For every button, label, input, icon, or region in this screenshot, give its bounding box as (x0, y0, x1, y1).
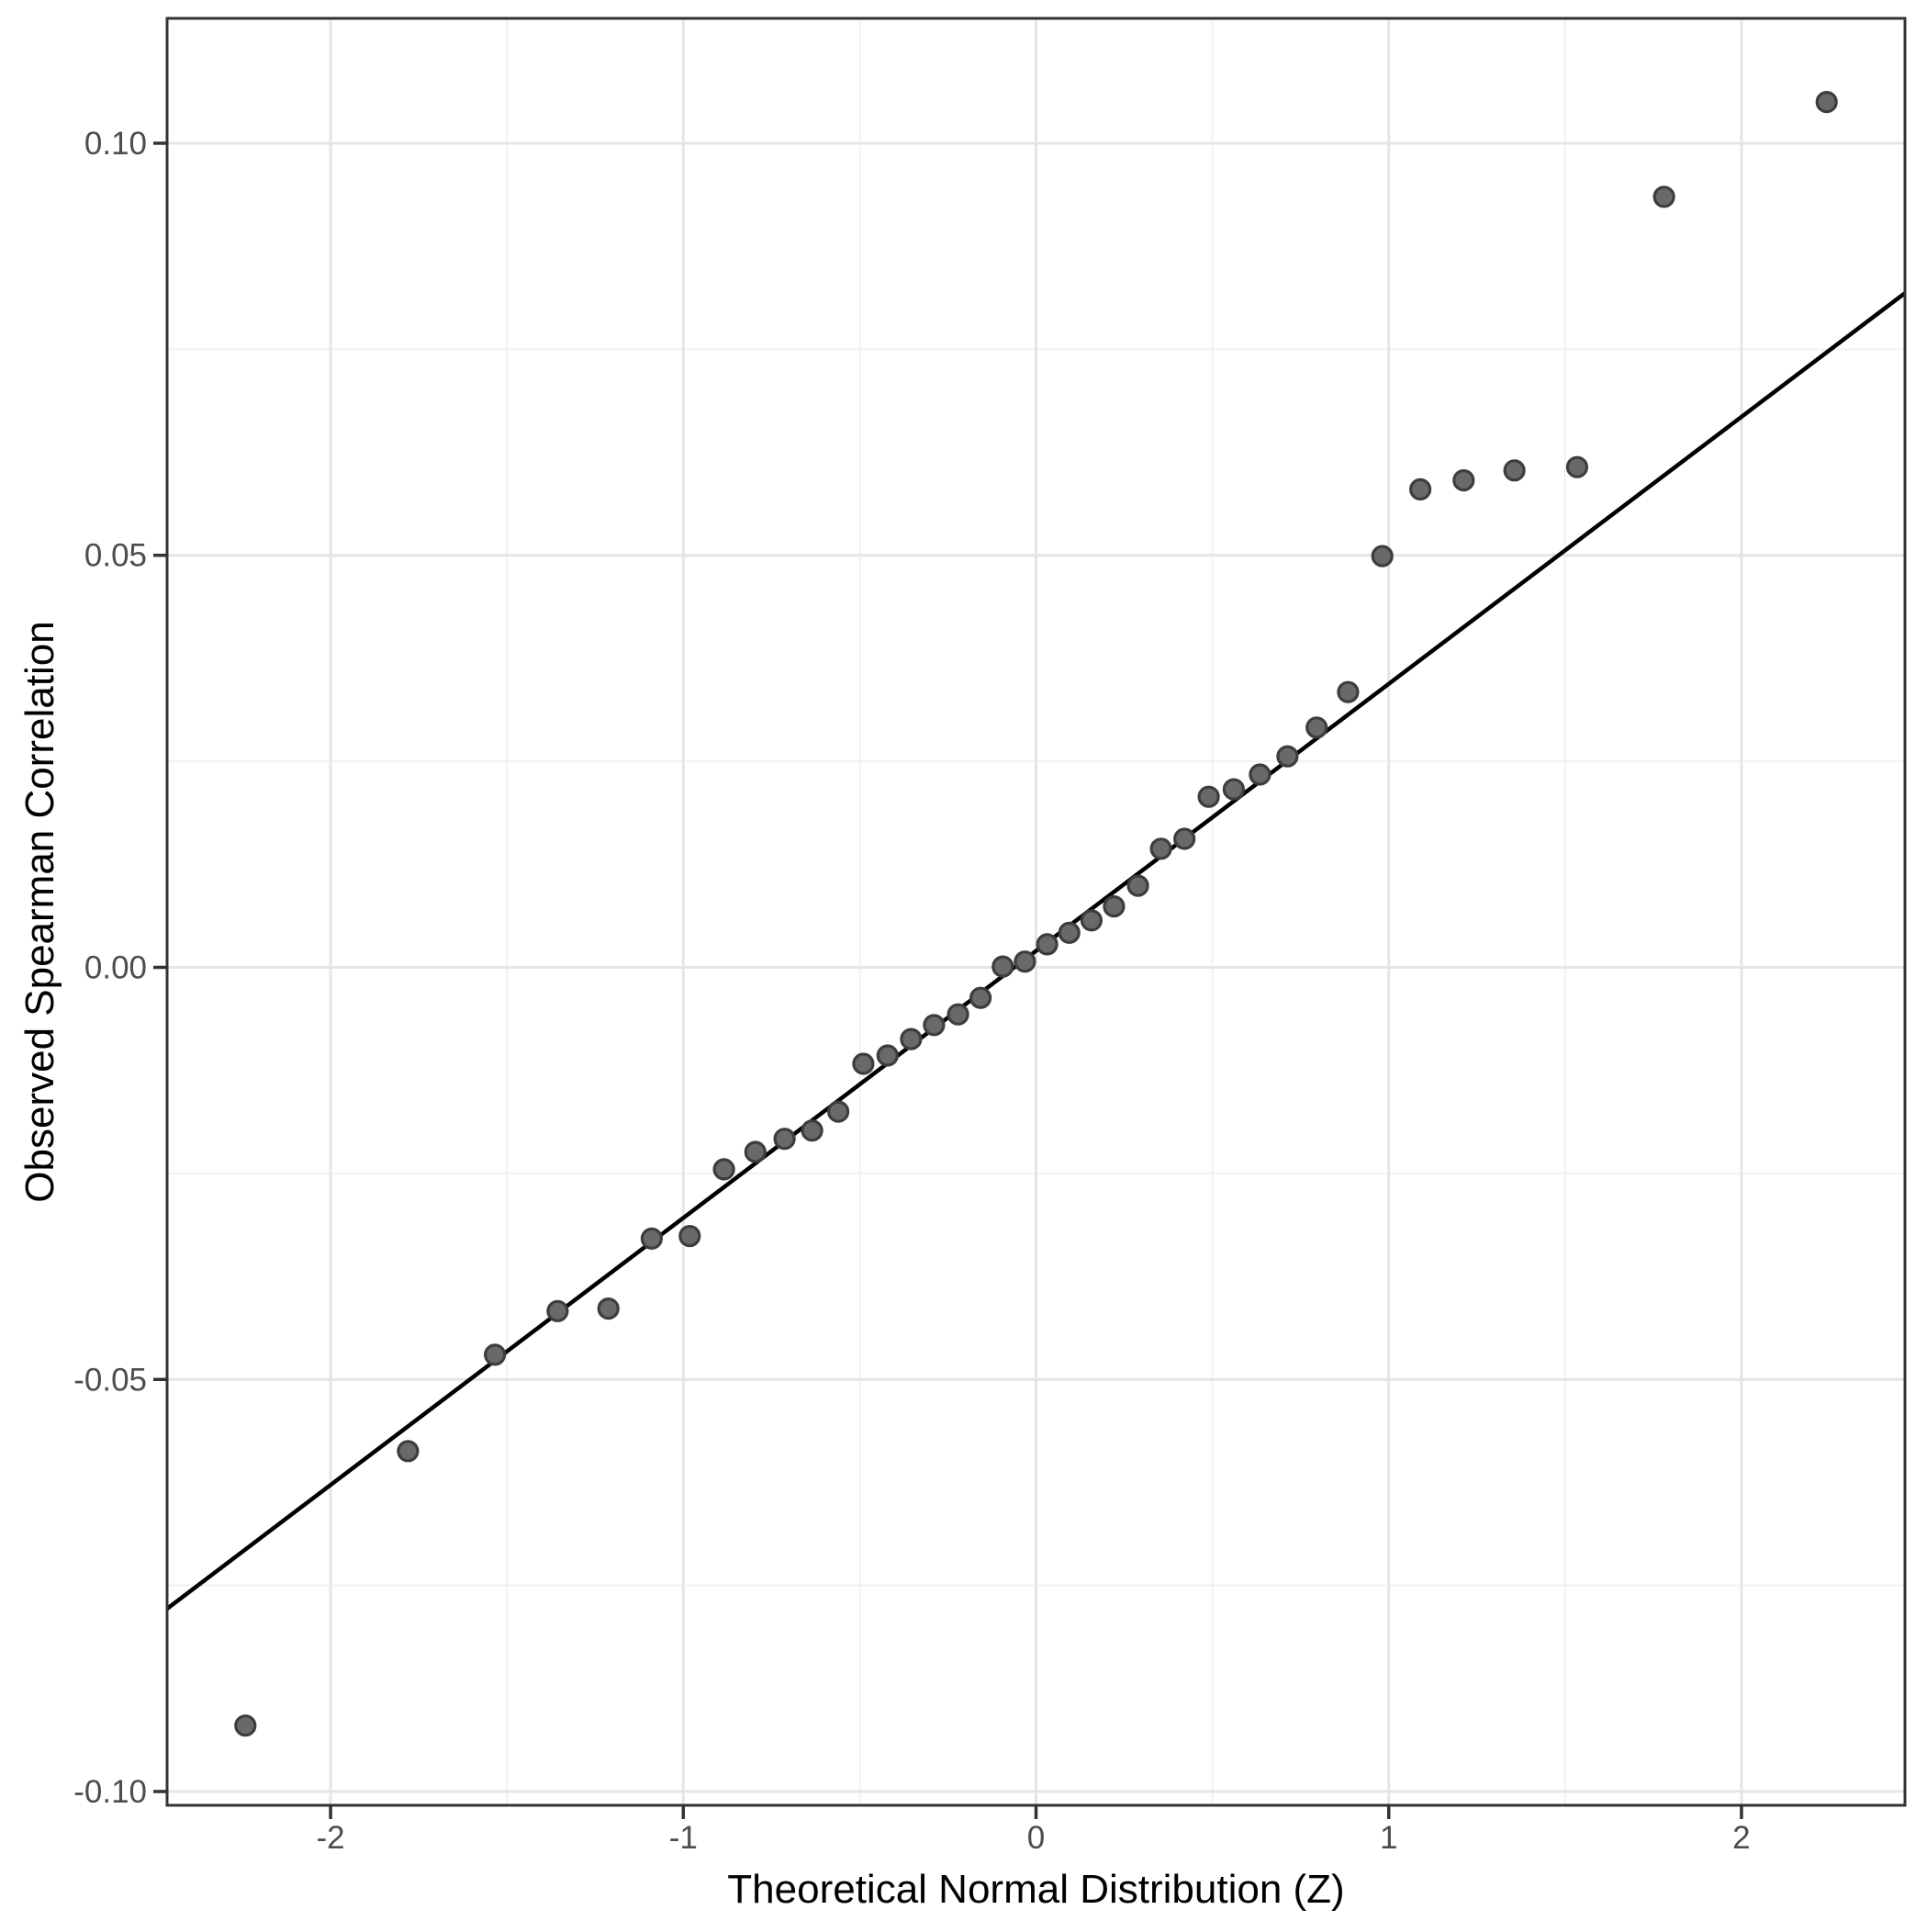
data-point (546, 1299, 569, 1322)
qq-reference-line-group (165, 291, 1907, 1611)
data-point (773, 1128, 796, 1151)
x-axis-tick-labels: -2 -1 0 1 2 (317, 1820, 1751, 1856)
data-point (969, 986, 992, 1009)
data-point (1103, 894, 1126, 918)
data-point (923, 1014, 946, 1037)
data-point (1653, 185, 1675, 208)
data-point (1815, 90, 1838, 114)
major-gridlines (167, 18, 1905, 1805)
x-tick-label: 0 (1027, 1820, 1045, 1856)
data-point (1014, 950, 1036, 973)
data-point (1276, 745, 1299, 768)
data-points (234, 90, 1838, 1737)
x-tick-label: -1 (669, 1820, 698, 1856)
y-axis-title: Observed Spearman Correlation (17, 621, 62, 1202)
data-point (1058, 921, 1081, 944)
y-tick-label: 0.10 (84, 126, 147, 162)
data-point (900, 1028, 923, 1050)
data-point (678, 1224, 701, 1248)
data-point (1222, 778, 1246, 801)
data-point (1305, 716, 1328, 739)
y-tick-label: 0.05 (84, 538, 147, 574)
y-tick-label: -0.05 (73, 1362, 147, 1398)
data-point (483, 1343, 507, 1366)
data-point (1149, 837, 1172, 860)
data-point (712, 1158, 735, 1181)
data-point (852, 1052, 875, 1075)
data-point (1452, 468, 1475, 492)
x-tick-label: 2 (1732, 1820, 1750, 1856)
data-point (1337, 680, 1360, 703)
axis-tick-marks (153, 141, 1743, 1819)
data-point (1408, 477, 1432, 501)
data-point (640, 1227, 664, 1250)
data-point (1371, 545, 1394, 567)
y-tick-label: 0.00 (84, 949, 147, 985)
x-axis-title: Theoretical Normal Distribution (Z) (727, 1867, 1344, 1912)
data-point (801, 1119, 823, 1142)
data-point (234, 1714, 257, 1737)
data-point (1173, 827, 1196, 850)
data-point (1126, 874, 1149, 897)
x-tick-label: 1 (1380, 1820, 1397, 1856)
data-point (1197, 785, 1220, 808)
data-point (1503, 459, 1526, 482)
data-point (992, 955, 1014, 978)
qq-reference-line (165, 291, 1907, 1611)
y-tick-label: -0.10 (73, 1774, 147, 1810)
data-point (397, 1440, 420, 1463)
data-point (1036, 933, 1059, 956)
data-point (597, 1297, 620, 1320)
plot-panel-border (165, 17, 1907, 1807)
data-point (1565, 455, 1589, 478)
data-point (876, 1044, 899, 1067)
data-point (947, 1003, 969, 1026)
y-axis-tick-labels: 0.10 0.05 0.00 -0.05 -0.10 (73, 126, 147, 1810)
data-point (1249, 763, 1272, 786)
x-tick-label: -2 (317, 1820, 345, 1856)
data-point (744, 1140, 767, 1163)
data-point (826, 1100, 850, 1123)
data-point (1080, 909, 1104, 932)
